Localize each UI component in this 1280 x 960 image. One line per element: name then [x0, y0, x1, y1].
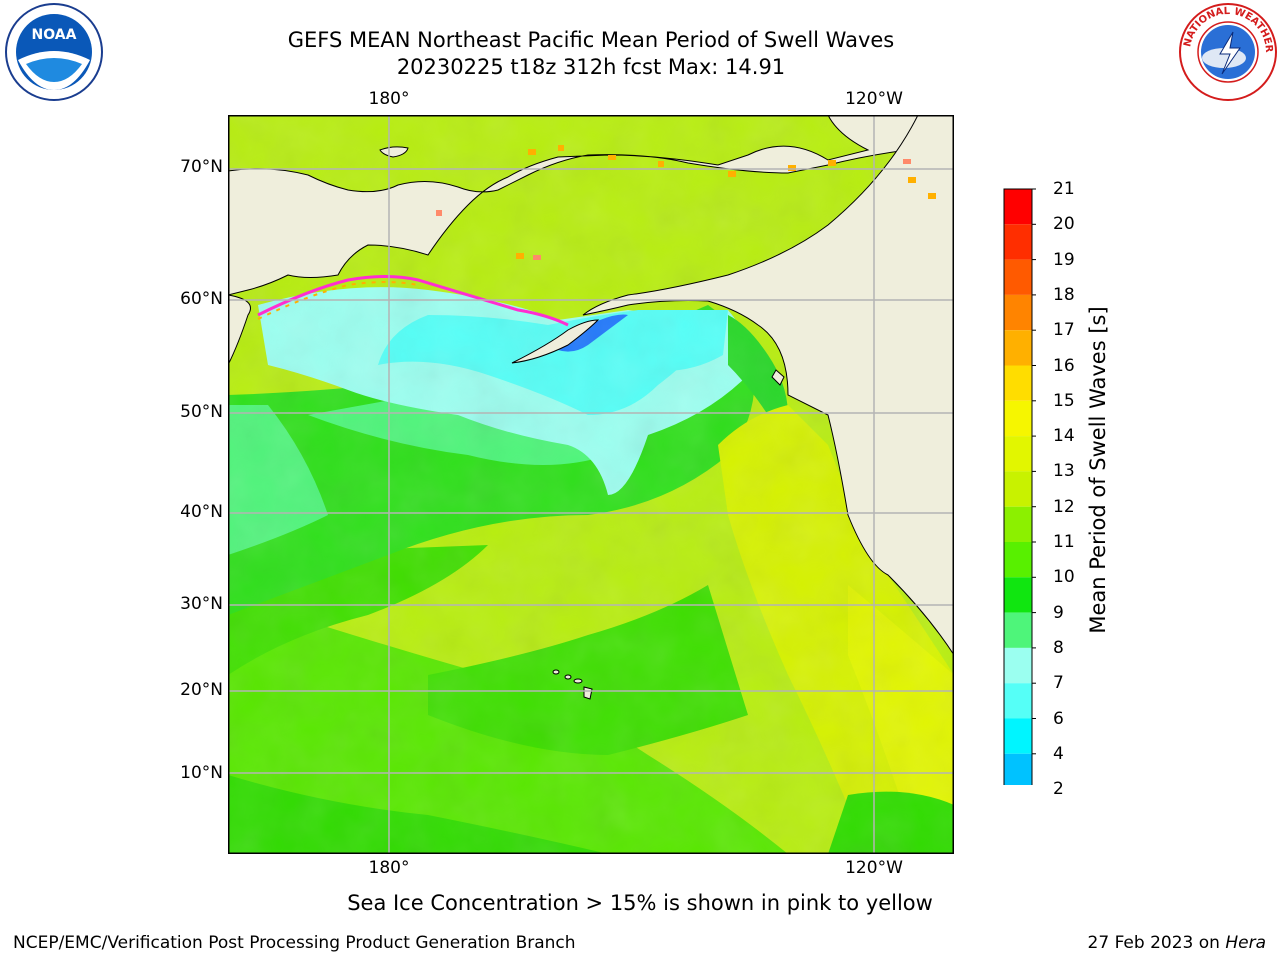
colorbar-tick-label: 15 [1053, 390, 1075, 411]
colorbar-segment [1004, 294, 1032, 331]
swell-period-map [228, 115, 954, 854]
colorbar-tick-label: 19 [1053, 249, 1075, 270]
lat-label-50n: 50°N [180, 402, 223, 422]
colorbar-tick-label: 20 [1053, 214, 1075, 235]
colorbar-frame [1003, 188, 1033, 785]
colorbar-segment [1004, 189, 1032, 225]
colorbar-tick-label: 8 [1053, 637, 1064, 658]
colorbar-segment [1004, 683, 1032, 719]
lat-label-40n: 40°N [180, 502, 223, 522]
colorbar-segment [1004, 612, 1032, 648]
land-siberia [228, 294, 251, 366]
colorbar-tick-label: 6 [1053, 708, 1064, 729]
lat-label-10n: 10°N [180, 763, 223, 783]
lon-label-top-180: 180° [368, 89, 410, 109]
sea-ice-arctic [516, 145, 936, 259]
noaa-logo-text: NOAA [32, 27, 77, 43]
colorbar-tick-label: 10 [1053, 567, 1075, 588]
colorbar [1003, 188, 1036, 785]
island-wrangel [379, 146, 409, 158]
alaska-peninsula [511, 319, 600, 364]
colorbar-segment [1004, 506, 1032, 542]
lon-label-bottom-120w: 120°W [845, 858, 903, 878]
sea-ice-edge [257, 275, 569, 327]
colorbar-segment [1004, 400, 1032, 437]
land-north [228, 115, 954, 296]
colorbar-tick-label: 18 [1053, 284, 1075, 305]
colorbar-tick-label: 17 [1053, 320, 1075, 341]
colorbar-tick-label: 13 [1053, 461, 1075, 482]
footer-host: Hera [1225, 933, 1266, 953]
colorbar-segment [1004, 753, 1032, 785]
footer-date: 27 Feb 2023 on Hera [1088, 933, 1266, 953]
colorbar-tick-label: 2 [1053, 779, 1064, 800]
map-frame [228, 115, 954, 854]
lat-label-20n: 20°N [180, 680, 223, 700]
colorbar-tick-label: 12 [1053, 496, 1075, 517]
lon-label-top-120w: 120°W [845, 89, 903, 109]
lon-label-bottom-180: 180° [368, 858, 410, 878]
colorbar-segment [1004, 542, 1032, 578]
hawaiian-islands [552, 669, 593, 700]
colorbar-segment [1004, 436, 1032, 472]
nws-logo: NATIONAL WEATHER SERVICE [1178, 2, 1277, 101]
map-title: GEFS MEAN Northeast Pacific Mean Period … [287, 28, 895, 52]
land-north-america [582, 115, 954, 656]
footer-credit: NCEP/EMC/Verification Post Processing Pr… [13, 933, 576, 953]
colorbar-tick-label: 11 [1053, 532, 1075, 552]
map-subtitle: 20230225 t18z 312h fcst Max: 14.91 [396, 55, 786, 79]
footer-date-text: 27 Feb 2023 on [1087, 933, 1226, 953]
colorbar-tick-label: 16 [1053, 355, 1075, 376]
colorbar-tick-label: 7 [1053, 673, 1064, 694]
vancouver-island [771, 369, 785, 386]
colorbar-segment [1004, 718, 1032, 754]
colorbar-segment [1004, 330, 1032, 366]
graticule [228, 115, 954, 854]
lat-label-60n: 60°N [180, 289, 223, 309]
colorbar-segment [1004, 224, 1032, 260]
colorbar-tick-label: 4 [1053, 743, 1064, 764]
colorbar-segment [1004, 259, 1032, 295]
colorbar-segment [1004, 647, 1032, 684]
colorbar-tick-label: 9 [1053, 602, 1064, 623]
lat-label-70n: 70°N [180, 157, 223, 177]
colorbar-segment [1004, 577, 1032, 613]
colorbar-segment [1004, 365, 1032, 401]
noaa-logo: NOAA [5, 3, 103, 101]
sea-ice-note: Sea Ice Concentration > 15% is shown in … [347, 891, 933, 915]
colorbar-segment [1004, 471, 1032, 507]
colorbar-tick-label: 14 [1053, 426, 1075, 447]
colorbar-tick-label: 21 [1053, 179, 1075, 199]
lat-label-30n: 30°N [180, 594, 223, 614]
colorbar-label: Mean Period of Swell Waves [s] [1086, 306, 1110, 634]
